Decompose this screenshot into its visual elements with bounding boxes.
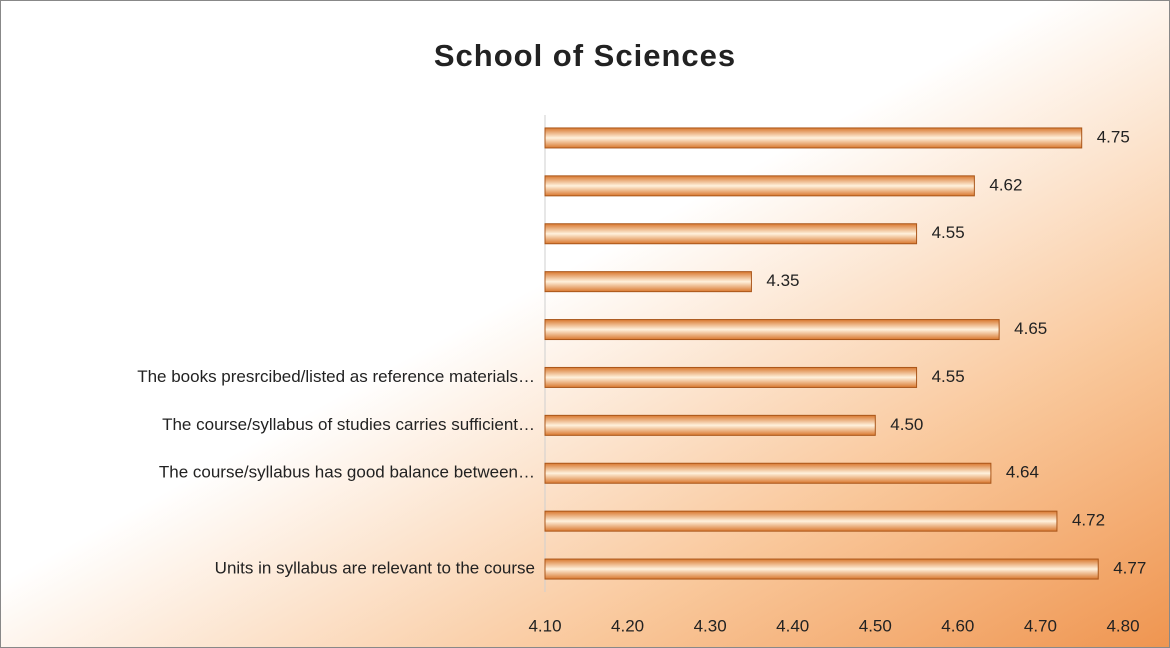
data-label: 4.62 bbox=[989, 175, 1022, 194]
y-tick-label: Units in syllabus are relevant to the co… bbox=[215, 559, 535, 578]
x-tick-label: 4.10 bbox=[528, 616, 561, 635]
x-tick-label: 4.60 bbox=[941, 616, 974, 635]
data-label: 4.35 bbox=[766, 271, 799, 290]
data-label: 4.65 bbox=[1014, 319, 1047, 338]
bar bbox=[544, 271, 752, 293]
bar bbox=[544, 223, 918, 245]
bar bbox=[544, 462, 992, 484]
data-label: 4.55 bbox=[932, 367, 965, 386]
data-label: 4.75 bbox=[1097, 127, 1130, 146]
bar bbox=[544, 175, 975, 197]
data-label: 4.55 bbox=[932, 223, 965, 242]
x-tick-label: 4.50 bbox=[859, 616, 892, 635]
x-tick-label: 4.40 bbox=[776, 616, 809, 635]
data-label: 4.77 bbox=[1113, 559, 1146, 578]
x-tick-label: 4.80 bbox=[1106, 616, 1139, 635]
bar bbox=[544, 319, 1000, 341]
data-label: 4.50 bbox=[890, 415, 923, 434]
y-tick-label: The course/syllabus of studies carries s… bbox=[162, 415, 535, 434]
x-tick-label: 4.30 bbox=[694, 616, 727, 635]
y-tick-label: The books presrcibed/listed as reference… bbox=[137, 367, 535, 386]
bar bbox=[544, 127, 1083, 149]
data-label: 4.72 bbox=[1072, 511, 1105, 530]
bar bbox=[544, 414, 876, 436]
chart-title: School of Sciences bbox=[434, 38, 736, 73]
bar bbox=[544, 366, 918, 388]
bar bbox=[544, 510, 1058, 532]
x-tick-label: 4.20 bbox=[611, 616, 644, 635]
bar bbox=[544, 558, 1099, 580]
x-tick-label: 4.70 bbox=[1024, 616, 1057, 635]
y-tick-label: The course/syllabus has good balance bet… bbox=[159, 463, 535, 482]
data-label: 4.64 bbox=[1006, 463, 1039, 482]
